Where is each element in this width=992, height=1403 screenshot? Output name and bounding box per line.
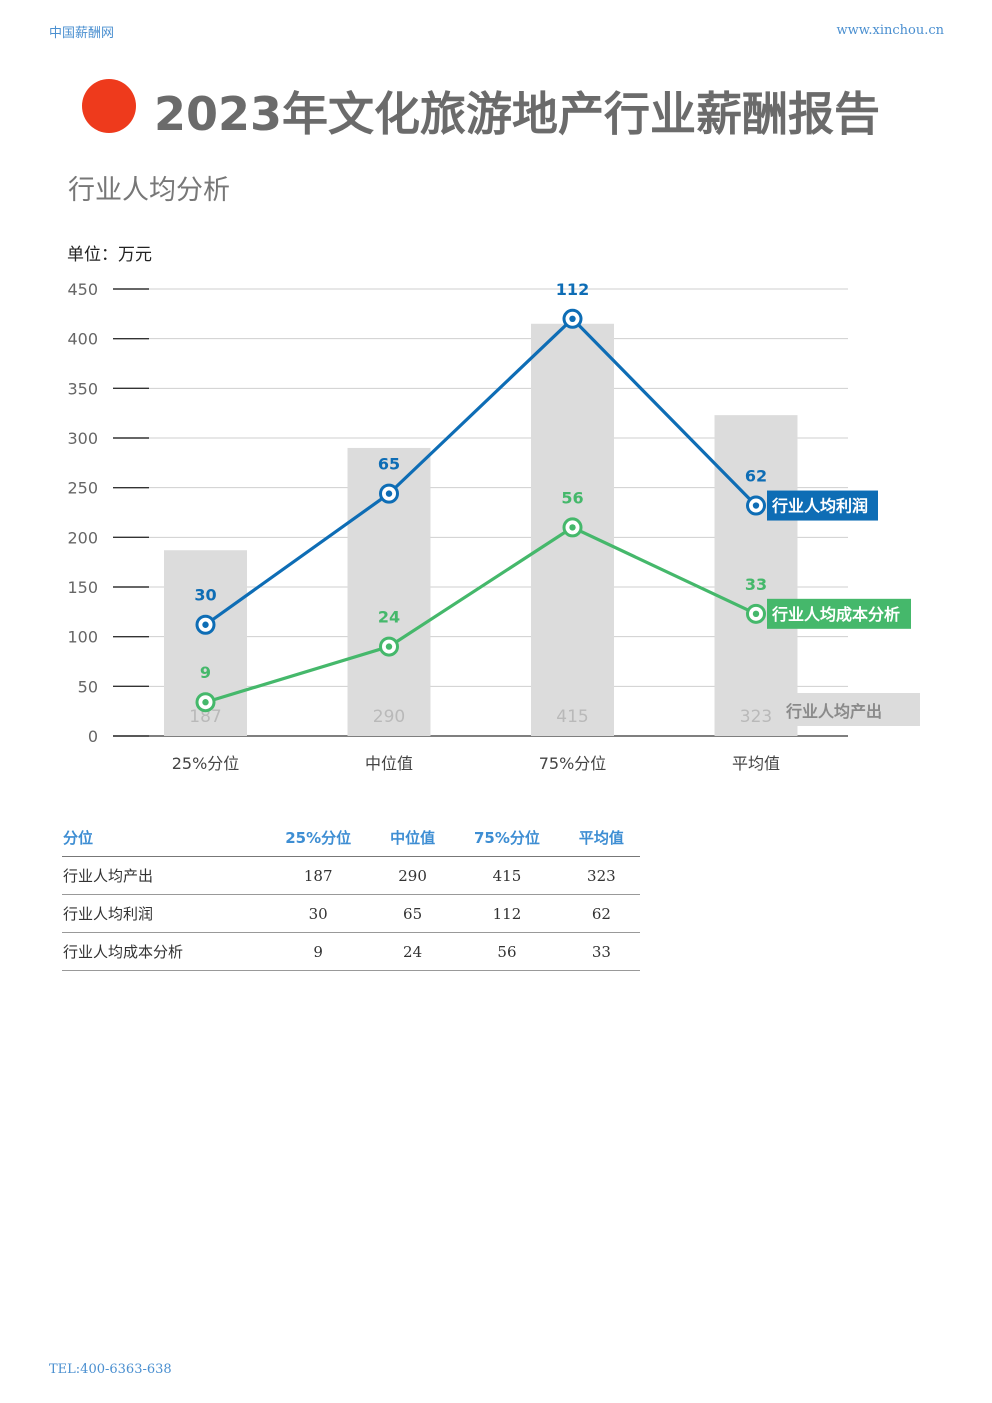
table-row: 行业人均利润 30 65 112 62: [62, 894, 640, 933]
bar-value-label: 290: [373, 707, 405, 727]
unit-label: 单位：万元: [67, 245, 152, 265]
bar: [714, 415, 798, 736]
table-cell: 33: [562, 932, 640, 971]
table-cell: 415: [451, 856, 563, 895]
line-point-center: [385, 490, 393, 497]
table-cell: 187: [262, 856, 374, 895]
legend-tag-output-label: 行业人均产出: [785, 702, 882, 721]
line-point-center: [569, 315, 576, 322]
line-value-label: 56: [561, 488, 583, 507]
industry-per-capita-chart: 单位：万元 0 50 100 150 200 250 300 350 400 450 187 290 41…: [67, 245, 920, 773]
table-cell: 112: [451, 894, 563, 933]
table-cell: 65: [373, 894, 452, 933]
legend-tag-output: [797, 693, 920, 726]
profit-line: [204, 317, 758, 627]
line-value-label: 30: [194, 586, 216, 605]
table-header-cell: 25%分位: [262, 818, 374, 857]
x-tick-label: 中位值: [365, 754, 413, 773]
y-tick-label: 200: [67, 528, 98, 547]
y-tick-label: 450: [67, 280, 98, 299]
title-bullet-dot: [82, 79, 136, 133]
line-value-label: 24: [378, 608, 400, 627]
y-tick-label: 0: [88, 727, 98, 746]
site-name: 中国薪酬网: [49, 26, 115, 41]
line-point-center: [752, 502, 760, 509]
line-point-center: [202, 699, 209, 706]
cost-line: [205, 525, 757, 704]
site-url[interactable]: www.xinchou.cn: [836, 23, 944, 38]
table-header-cell: 75%分位: [451, 818, 563, 857]
table-header-cell: 分位: [62, 818, 263, 857]
line-point-center: [569, 524, 576, 531]
y-tick-label: 400: [67, 330, 98, 349]
line-point-center: [202, 621, 209, 628]
legend-tag-cost: [767, 598, 911, 629]
x-tick-label: 75%分位: [539, 754, 607, 773]
table-header-cell: 平均值: [562, 818, 640, 857]
y-tick-label: 100: [67, 628, 98, 647]
bar-value-label: 187: [189, 707, 221, 727]
table-cell: 行业人均成本分析: [62, 932, 263, 971]
footer-phone: TEL:400-6363-638: [49, 1362, 172, 1377]
data-table: 分位 25%分位 中位值 75%分位 平均值 行业人均产出 187 290 41…: [62, 818, 640, 971]
table-cell: 62: [562, 894, 640, 933]
table-cell: 行业人均利润: [62, 894, 263, 933]
table-cell: 30: [262, 894, 374, 933]
table-header-row: 分位 25%分位 中位值 75%分位 平均值: [62, 818, 640, 857]
line-value-label: 65: [378, 455, 400, 474]
legend-tag-profit: [767, 490, 878, 521]
table-cell: 323: [562, 856, 640, 895]
table-cell: 56: [451, 932, 563, 971]
legend-tag-profit-label: 行业人均利润: [771, 497, 868, 516]
table-cell: 24: [373, 932, 452, 971]
x-tick-label: 平均值: [732, 754, 780, 773]
y-tick-label: 300: [67, 429, 98, 448]
line-value-label: 112: [556, 280, 589, 299]
section-subtitle: 行业人均分析: [68, 175, 230, 206]
table-cell: 行业人均产出: [62, 856, 263, 895]
legend-tag-cost-label: 行业人均成本分析: [771, 605, 900, 624]
line-value-label: 33: [745, 575, 767, 594]
y-tick-label: 150: [67, 578, 98, 597]
table-row: 行业人均成本分析 9 24 56 33: [62, 932, 640, 971]
page-title: 2023年文化旅游地产行业薪酬报告: [154, 87, 881, 141]
table-cell: 290: [373, 856, 452, 895]
x-tick-label: 25%分位: [172, 754, 240, 773]
table-cell: 9: [262, 932, 374, 971]
table-header-cell: 中位值: [373, 818, 452, 857]
bar-value-label: 415: [556, 707, 588, 727]
y-tick-label: 250: [67, 479, 98, 498]
bar-value-label: 323: [740, 707, 772, 727]
y-tick-label: 350: [67, 379, 98, 398]
table-row: 行业人均产出 187 290 415 323: [62, 856, 640, 895]
y-tick-label: 50: [78, 677, 98, 696]
line-value-label: 62: [745, 467, 767, 486]
line-point-center: [752, 610, 760, 618]
line-value-label: 9: [200, 663, 211, 682]
line-point-center: [385, 643, 393, 650]
